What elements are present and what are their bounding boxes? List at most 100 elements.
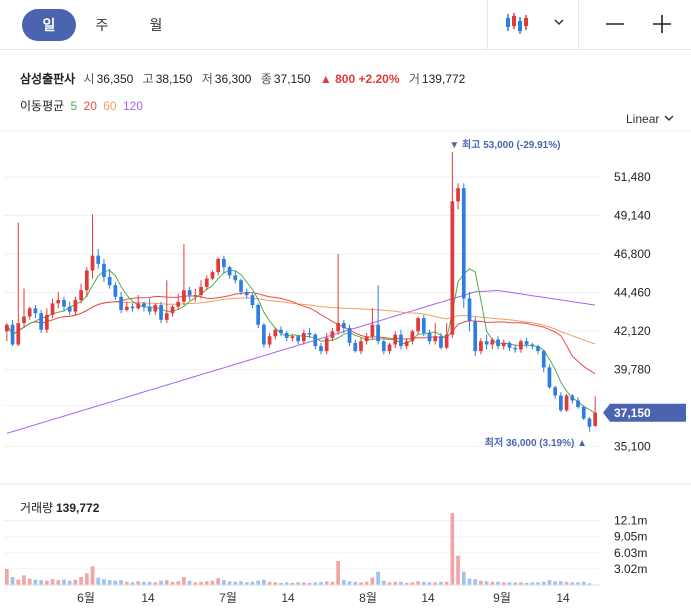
candle-body bbox=[170, 306, 175, 314]
volume-bar bbox=[507, 582, 512, 585]
volume-bar bbox=[296, 582, 301, 585]
date-tick-label: 8월 bbox=[359, 591, 377, 605]
close-label: 종 bbox=[260, 72, 272, 86]
volume-bar bbox=[513, 582, 518, 585]
volume-bar bbox=[67, 580, 72, 585]
candle-body bbox=[222, 258, 226, 268]
tab-monthly[interactable]: 월 bbox=[149, 17, 163, 33]
candle-body bbox=[399, 334, 403, 347]
volume-bar bbox=[553, 581, 558, 585]
candle-body bbox=[84, 270, 89, 291]
volume-bar bbox=[324, 581, 329, 585]
date-tick-label: 14 bbox=[556, 591, 570, 605]
tab-weekly[interactable]: 주 bbox=[95, 17, 109, 33]
candle-body bbox=[142, 303, 146, 307]
high-value: 38,150 bbox=[155, 72, 193, 86]
candle-body bbox=[204, 278, 209, 287]
candle-body bbox=[130, 306, 135, 309]
candle-body bbox=[347, 328, 352, 343]
candle-body bbox=[290, 336, 295, 338]
volume-bar bbox=[96, 577, 101, 585]
plus-icon[interactable] bbox=[646, 10, 678, 38]
candlestick-icon[interactable] bbox=[504, 10, 536, 38]
ma-legend-label: 이동평균 bbox=[20, 99, 65, 113]
candle-body bbox=[433, 336, 438, 342]
candle-body bbox=[267, 336, 272, 345]
candle-body bbox=[381, 341, 386, 352]
volume-bar bbox=[336, 561, 340, 585]
volume-bar bbox=[284, 582, 289, 585]
volume-bar bbox=[364, 581, 369, 585]
volume-bar bbox=[250, 581, 255, 585]
chevron-down-icon bbox=[664, 115, 674, 121]
scale-label: Linear bbox=[626, 112, 660, 126]
scale-selector[interactable]: Linear bbox=[626, 112, 675, 126]
stock-summary: 삼성출판사 시 36,350 고 38,150 저 36,300 종 37,150 ▲ … bbox=[20, 70, 471, 87]
chart-type-selector[interactable] bbox=[487, 0, 579, 50]
candle-body bbox=[393, 334, 398, 345]
candle-body bbox=[519, 341, 523, 350]
open-label: 시 bbox=[83, 72, 95, 86]
volume-bar bbox=[273, 582, 278, 585]
volume-bar bbox=[10, 577, 15, 585]
volume-bar bbox=[239, 581, 243, 585]
candle-body bbox=[484, 341, 489, 345]
volume-bar bbox=[73, 579, 78, 585]
candle-body bbox=[461, 188, 466, 299]
volume-bar bbox=[244, 582, 249, 585]
moving-average-legend[interactable]: 이동평균 5 20 60 120 bbox=[20, 97, 146, 114]
volume-bar bbox=[461, 571, 466, 585]
candle-body bbox=[479, 341, 483, 352]
candle-body bbox=[90, 255, 95, 271]
candle-body bbox=[153, 305, 158, 312]
candle-body bbox=[570, 395, 575, 401]
volume-bar bbox=[170, 581, 175, 585]
candle-body bbox=[233, 275, 238, 281]
minus-icon[interactable] bbox=[599, 10, 631, 38]
candle-body bbox=[256, 305, 261, 325]
tab-daily[interactable]: 일 bbox=[22, 9, 76, 41]
candle-body bbox=[296, 336, 301, 342]
candle-body bbox=[176, 301, 181, 307]
volume-bar bbox=[393, 581, 398, 585]
candle-body bbox=[536, 346, 540, 352]
candle-body bbox=[359, 341, 363, 352]
chevron-down-icon[interactable] bbox=[548, 10, 570, 38]
candle-body bbox=[541, 351, 546, 368]
low-value: 36,300 bbox=[214, 72, 252, 86]
candle-body bbox=[73, 300, 78, 312]
candle-body bbox=[284, 332, 289, 338]
candle-body bbox=[496, 339, 500, 347]
candle-body bbox=[62, 300, 66, 307]
volume-tick-label: 3.02m bbox=[614, 562, 647, 576]
candle-body bbox=[159, 305, 163, 320]
stock-name: 삼성출판사 bbox=[20, 72, 76, 86]
volume-bar bbox=[233, 581, 238, 585]
volume-bar bbox=[79, 577, 83, 585]
candle-body bbox=[16, 323, 21, 345]
candle-body bbox=[336, 323, 340, 332]
candle-body bbox=[10, 324, 15, 345]
high-label: 고 bbox=[142, 72, 154, 86]
volume-bar bbox=[307, 582, 312, 585]
candle-body bbox=[239, 280, 243, 292]
volume-bar bbox=[130, 582, 135, 585]
candle-body bbox=[421, 318, 426, 333]
volume-bar bbox=[496, 581, 500, 585]
volume-bar bbox=[90, 566, 95, 585]
volume-bar bbox=[164, 580, 169, 585]
candle-body bbox=[216, 258, 221, 273]
price-tick-label: 35,100 bbox=[614, 440, 651, 454]
candle-body bbox=[301, 332, 306, 342]
volume-bar bbox=[387, 582, 392, 585]
candle-body bbox=[427, 332, 432, 342]
volume-bar bbox=[113, 580, 118, 585]
candle-body bbox=[279, 329, 283, 333]
volume-value: 139,772 bbox=[421, 72, 466, 86]
volume-bar bbox=[564, 581, 569, 585]
volume-bar bbox=[301, 582, 306, 585]
volume-bar bbox=[484, 581, 489, 585]
volume-bar bbox=[102, 579, 106, 585]
candle-body bbox=[4, 324, 9, 332]
